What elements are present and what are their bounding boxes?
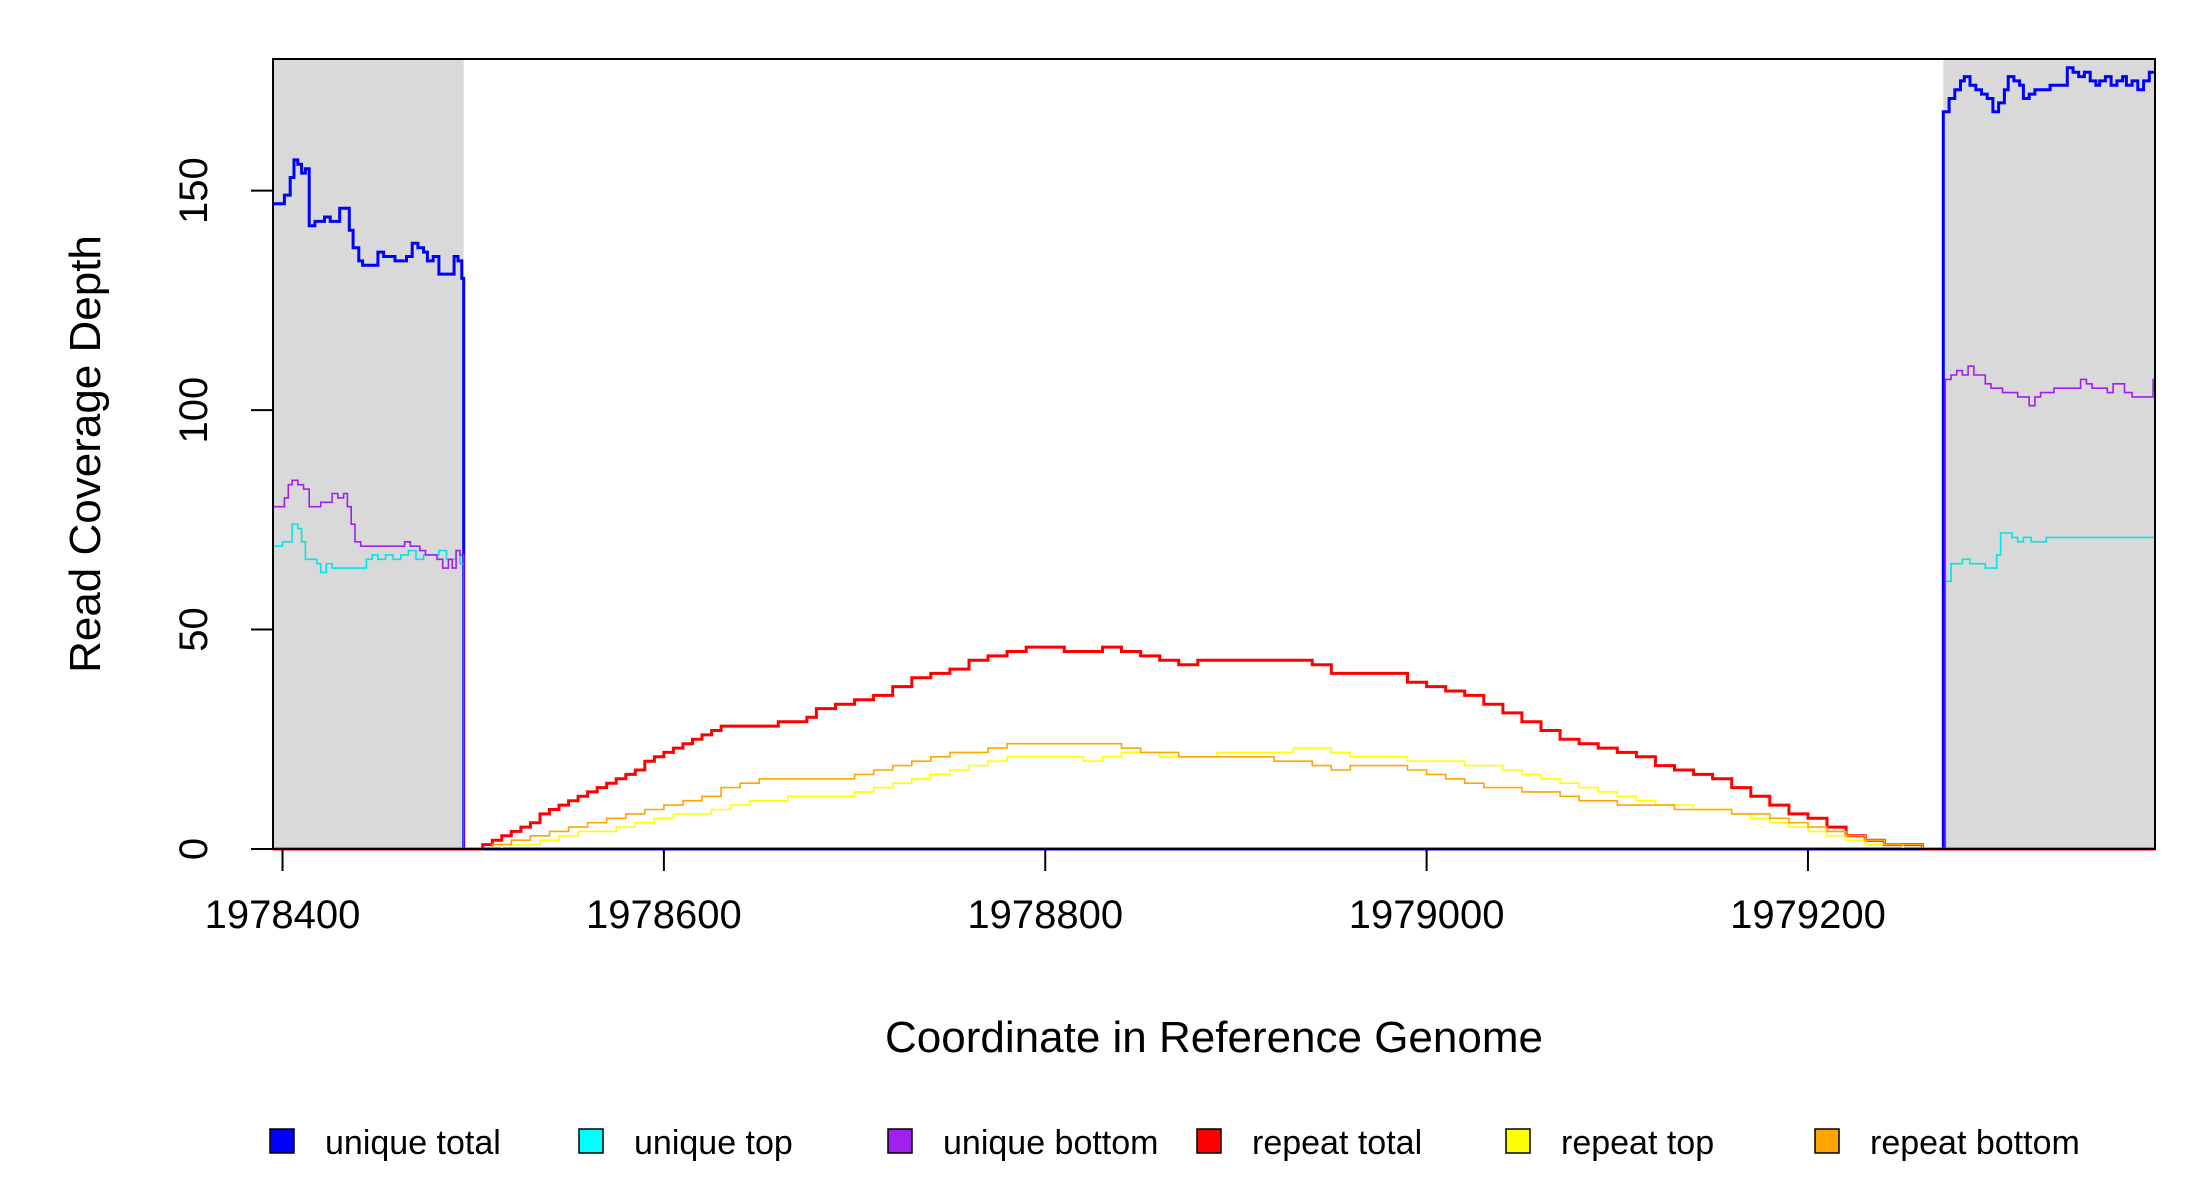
y-axis: 0 50 100 150 [172,157,274,860]
legend-label: repeat total [1252,1124,1422,1162]
x-tick-label: 1978400 [205,893,361,937]
shaded-region-1 [1943,59,2155,849]
x-axis: 1978400 1978600 1978800 1979000 1979200 [205,848,1886,937]
series-line-repeat-total [273,645,2155,851]
plot-frame [272,58,2156,850]
y-tick-label: 0 [172,838,216,860]
legend-label: unique top [634,1124,793,1162]
series-line-unique-total [273,66,2155,851]
legend-label: repeat top [1561,1124,1714,1162]
x-tick-label: 1979200 [1730,893,1886,937]
legend-swatch [1814,1128,1840,1154]
legend-label: unique bottom [943,1124,1159,1162]
legend-swatch [578,1128,604,1154]
shaded-region-0 [273,59,464,849]
y-tick-label: 50 [172,607,216,652]
legend-swatch [1196,1128,1222,1154]
series-line-unique-bottom [273,365,2155,850]
series-line-repeat-top [273,747,2155,850]
legend-swatch [887,1128,913,1154]
x-axis-label: Coordinate in Reference Genome [885,1013,1543,1062]
series-line-unique-top [273,523,2156,850]
legend-swatch [269,1128,295,1154]
x-tick-label: 1979000 [1349,893,1505,937]
shaded-regions [273,59,2155,849]
legend-label: unique total [325,1124,501,1162]
legend: unique total unique top unique bottom repea… [269,1124,2080,1162]
series-line-repeat-bottom [273,742,2155,850]
series-lines [273,66,2156,851]
legend-label: repeat bottom [1870,1124,2080,1162]
y-axis-label: Read Coverage Depth [61,235,110,673]
y-tick-label: 100 [172,377,216,444]
x-tick-label: 1978600 [586,893,742,937]
y-tick-label: 150 [172,157,216,224]
legend-swatch [1505,1128,1531,1154]
x-tick-label: 1978800 [967,893,1123,937]
